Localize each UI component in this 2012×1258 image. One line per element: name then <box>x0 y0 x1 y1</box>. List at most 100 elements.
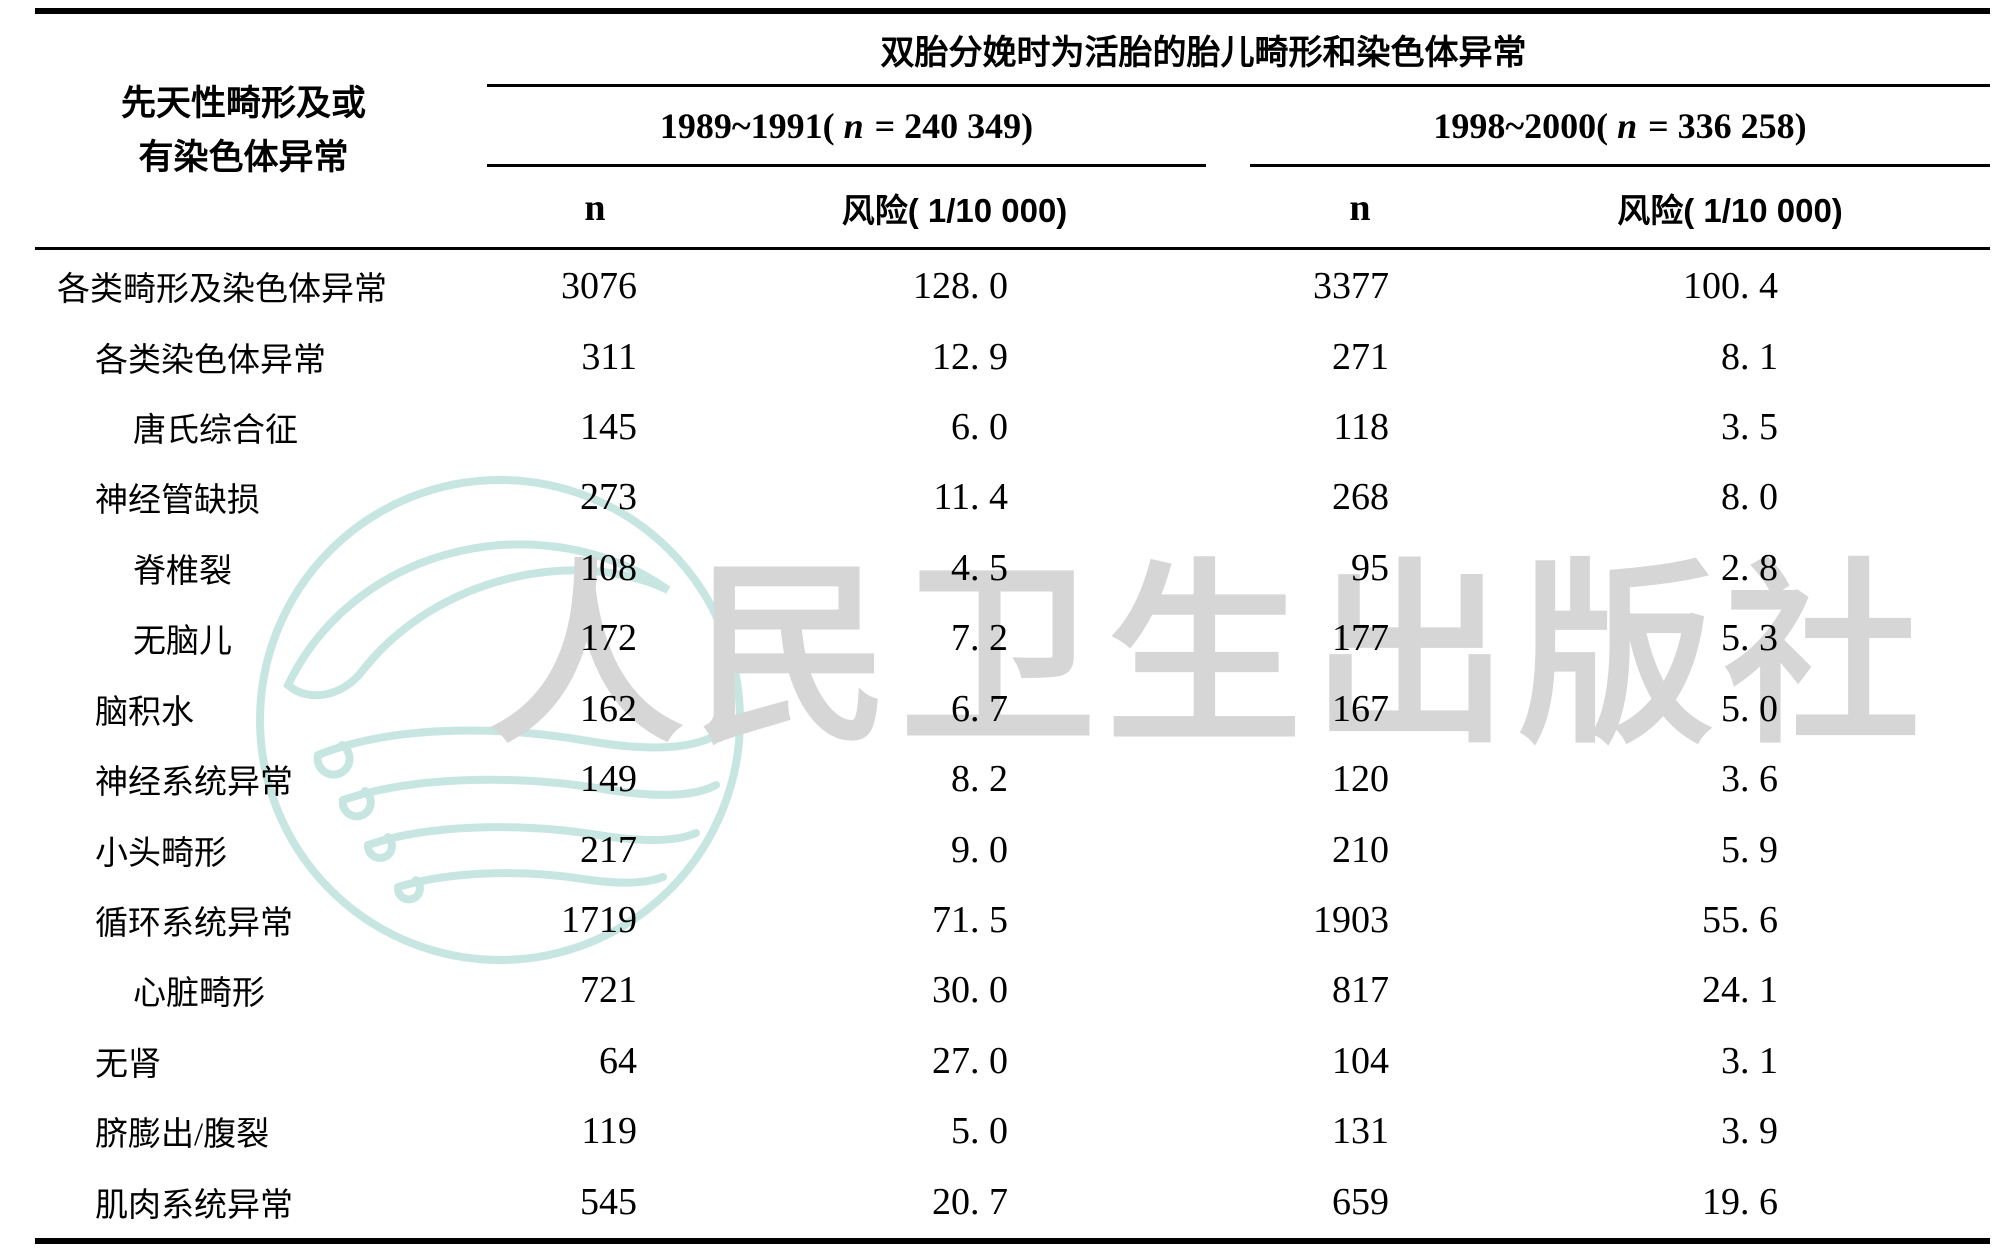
cell-n2: 210 <box>1332 828 1389 871</box>
cell-risk2: 100. 4 <box>1683 265 1778 308</box>
table-row: 脊椎裂 108 4. 5 95 2. 8 <box>0 533 1990 603</box>
publisher-logo-icon <box>256 476 744 964</box>
column-header-n-2: n <box>1349 186 1371 229</box>
row-label: 小头畸形 <box>95 835 227 872</box>
table-row: 神经系统异常 149 8. 2 120 3. 6 <box>0 744 1990 814</box>
table-row: 各类畸形及染色体异常 3076 128. 0 3377 100. 4 <box>0 251 1990 321</box>
row-label: 脊椎裂 <box>133 553 232 590</box>
table-top-border <box>35 8 1990 14</box>
row-label: 各类染色体异常 <box>95 342 326 379</box>
cell-n1: 273 <box>580 476 637 519</box>
cell-risk1: 9. 0 <box>951 828 1008 871</box>
row-header-line1: 先天性畸形及或 <box>120 83 366 123</box>
cell-n2: 120 <box>1332 758 1389 801</box>
rule-under-column-headers <box>35 247 1990 250</box>
row-label: 无肾 <box>95 1046 161 1083</box>
cell-n1: 108 <box>580 546 637 589</box>
cell-n1: 1719 <box>561 899 637 941</box>
cell-n2: 95 <box>1351 546 1389 589</box>
cell-n1: 217 <box>580 828 637 871</box>
publisher-watermark-text: 人民卫生出版社 <box>488 550 1931 767</box>
row-label: 无脑儿 <box>133 624 232 661</box>
table-row: 各类染色体异常 311 12. 9 271 8. 1 <box>0 321 1990 391</box>
cell-n2: 268 <box>1332 476 1389 519</box>
group2-prefix: 1998~2000( <box>1433 106 1609 146</box>
row-label: 心脏畸形 <box>133 976 265 1013</box>
row-label: 脐膨出/腹裂 <box>95 1117 270 1154</box>
table-row: 无肾 64 27. 0 104 3. 1 <box>0 1026 1990 1096</box>
cell-n2: 3377 <box>1313 265 1389 308</box>
cell-n1: 721 <box>580 969 637 1012</box>
cell-n1: 172 <box>580 617 637 660</box>
group1-prefix: 1989~1991( <box>659 106 835 146</box>
table-row: 唐氏综合征 145 6. 0 118 3. 5 <box>0 392 1990 462</box>
group2-n-var: n <box>1617 106 1638 146</box>
cell-n2: 177 <box>1332 617 1389 660</box>
table-top-header: 双胎分娩时为活胎的胎儿畸形和染色体异常 <box>880 33 1527 72</box>
cell-risk2: 55. 6 <box>1702 899 1778 941</box>
column-header-n-1: n <box>584 186 606 229</box>
table-row: 心脏畸形 721 30. 0 817 24. 1 <box>0 955 1990 1025</box>
cell-n1: 162 <box>580 687 637 730</box>
cell-risk1: 11. 4 <box>933 476 1008 519</box>
cell-n1: 311 <box>581 335 637 378</box>
cell-n2: 167 <box>1332 687 1389 730</box>
group-header-1998-2000: 1998~2000(n = 336 258) <box>1250 88 1990 164</box>
cell-risk1: 8. 2 <box>951 758 1008 801</box>
table-row: 无脑儿 172 7. 2 177 5. 3 <box>0 603 1990 673</box>
cell-risk2: 5. 0 <box>1721 687 1778 730</box>
row-label: 脑积水 <box>95 694 194 731</box>
table-row: 脑积水 162 6. 7 167 5. 0 <box>0 674 1990 744</box>
cell-risk2: 3. 1 <box>1721 1039 1778 1082</box>
row-label: 各类畸形及染色体异常 <box>57 272 387 309</box>
cell-n2: 659 <box>1332 1180 1389 1223</box>
cell-n1: 145 <box>580 406 637 449</box>
table-row: 脐膨出/腹裂 119 5. 0 131 3. 9 <box>0 1096 1990 1166</box>
cell-risk1: 5. 0 <box>951 1110 1008 1153</box>
cell-risk1: 20. 7 <box>932 1180 1008 1223</box>
row-label: 循环系统异常 <box>95 906 293 942</box>
row-header-line2: 有染色体异常 <box>138 137 349 177</box>
table-row: 肌肉系统异常 545 20. 7 659 19. 6 <box>0 1166 1990 1236</box>
table-body: 各类畸形及染色体异常 3076 128. 0 3377 100. 4 各类染色体… <box>0 251 1990 1237</box>
cell-risk1: 27. 0 <box>932 1039 1008 1082</box>
table-row: 神经管缺损 273 11. 4 268 8. 0 <box>0 462 1990 532</box>
cell-n1: 149 <box>580 758 637 801</box>
cell-n2: 104 <box>1332 1039 1389 1082</box>
cell-risk1: 6. 0 <box>951 406 1008 449</box>
cell-risk1: 30. 0 <box>932 969 1008 1012</box>
cell-risk2: 19. 6 <box>1702 1180 1778 1223</box>
rule-under-top-header <box>487 84 1990 87</box>
row-header-title: 先天性畸形及或 有染色体异常 <box>0 14 487 247</box>
row-label: 唐氏综合征 <box>133 413 298 450</box>
cell-n2: 1903 <box>1313 899 1389 941</box>
cell-n2: 271 <box>1332 335 1389 378</box>
table-bottom-border <box>35 1238 1990 1244</box>
group2-suffix: = 336 258) <box>1648 106 1807 146</box>
cell-n1: 545 <box>580 1180 637 1223</box>
column-header-risk-2: 风险( 1/10 000) <box>1617 191 1843 229</box>
cell-risk1: 12. 9 <box>932 335 1008 378</box>
column-header-risk-1: 风险( 1/10 000) <box>841 191 1068 229</box>
cell-risk1: 6. 7 <box>951 687 1008 730</box>
cell-n2: 817 <box>1332 969 1389 1012</box>
cell-n1: 119 <box>581 1110 637 1153</box>
cell-risk2: 5. 9 <box>1721 828 1778 871</box>
cell-n2: 118 <box>1333 406 1389 449</box>
row-label: 神经管缺损 <box>95 483 260 520</box>
group1-n-var: n <box>843 106 864 146</box>
cell-risk2: 8. 0 <box>1721 476 1778 519</box>
table-row: 小头畸形 217 9. 0 210 5. 9 <box>0 814 1990 884</box>
rule-under-group2-header <box>1250 164 1990 167</box>
group1-suffix: = 240 349) <box>874 106 1034 146</box>
row-label: 肌肉系统异常 <box>95 1187 293 1224</box>
cell-risk2: 2. 8 <box>1721 546 1778 589</box>
cell-risk1: 71. 5 <box>932 899 1008 941</box>
cell-risk1: 4. 5 <box>951 546 1008 589</box>
cell-risk2: 3. 9 <box>1721 1110 1778 1153</box>
cell-risk1: 128. 0 <box>913 265 1008 308</box>
row-label: 神经系统异常 <box>95 765 293 802</box>
group-header-1989-1991: 1989~1991(n = 240 349) <box>487 88 1206 164</box>
